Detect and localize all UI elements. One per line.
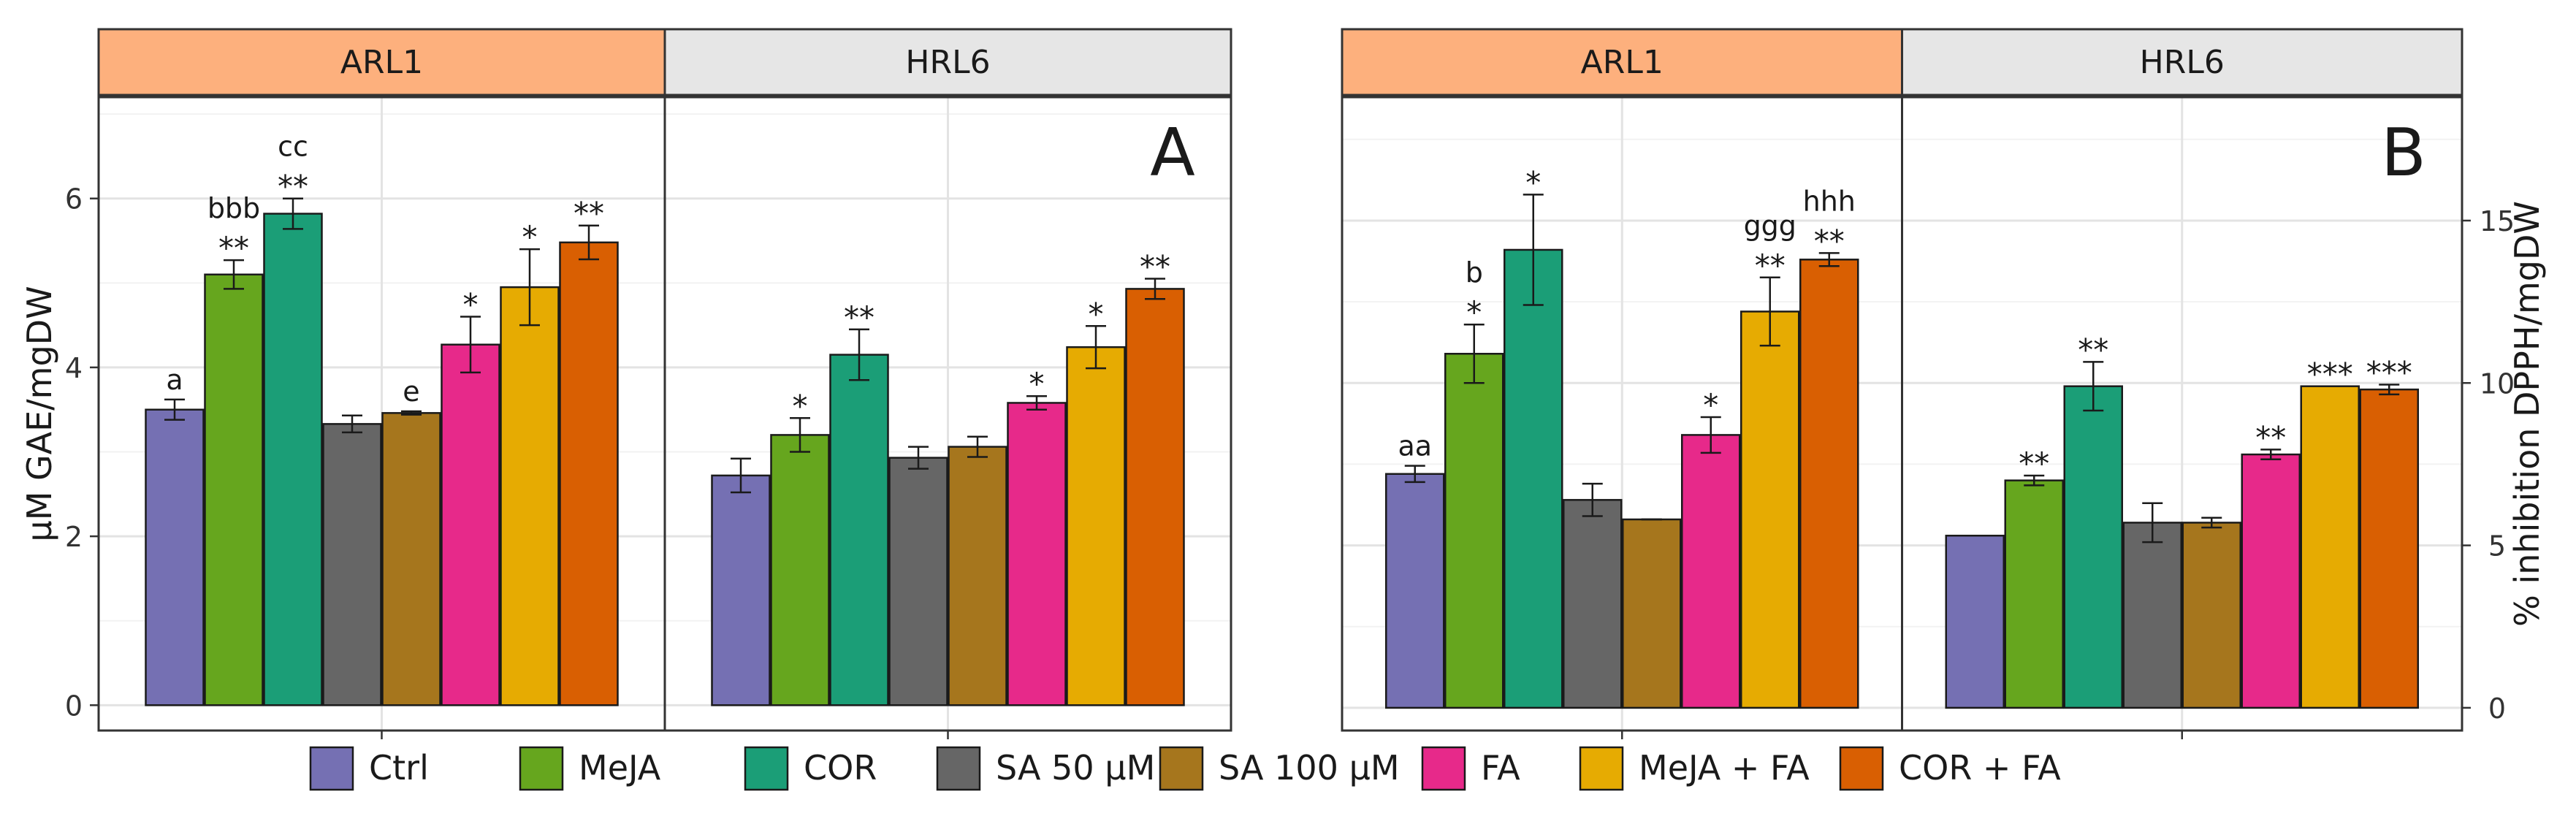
bar xyxy=(559,241,619,706)
significance-letter: hhh xyxy=(1803,185,1856,217)
facet-label-hrl6: HRL6 xyxy=(905,44,990,81)
significance-stars: * xyxy=(463,287,479,323)
bar xyxy=(1563,499,1623,709)
significance-stars: ** xyxy=(2019,446,2049,481)
legend-label: COR xyxy=(804,748,877,788)
bar xyxy=(2004,479,2064,709)
legend-label: FA xyxy=(1481,748,1520,788)
bar xyxy=(1799,259,1859,709)
legend-label: MeJA xyxy=(579,748,661,788)
significance-stars: ** xyxy=(1140,249,1170,285)
panel-label: B xyxy=(2381,115,2426,191)
y-tick-label: 6 xyxy=(65,183,83,216)
bar xyxy=(2300,385,2360,709)
significance-letter: bbb xyxy=(207,192,260,224)
bar xyxy=(1125,288,1185,706)
bar xyxy=(1504,248,1563,709)
facet-label-arl1: ARL1 xyxy=(1581,44,1664,81)
facet-label-arl1: ARL1 xyxy=(340,44,423,81)
significance-stars: ** xyxy=(1814,223,1845,259)
bar xyxy=(829,354,889,706)
significance-stars: * xyxy=(793,388,808,424)
bar xyxy=(2359,388,2419,709)
significance-stars: ** xyxy=(844,300,874,335)
bar xyxy=(1066,346,1126,706)
facet-label-hrl6: HRL6 xyxy=(2140,44,2225,81)
bar xyxy=(1945,534,2005,709)
legend-swatch xyxy=(1579,746,1624,791)
legend-label: SA 50 µM xyxy=(996,748,1155,788)
bar xyxy=(2241,453,2301,709)
significance-stars: ** xyxy=(2255,419,2286,455)
significance-letter: a xyxy=(166,364,183,396)
bar xyxy=(711,474,771,706)
bar xyxy=(770,434,830,706)
legend-swatch xyxy=(936,746,981,791)
legend-label: COR + FA xyxy=(1899,748,2061,788)
legend-swatch xyxy=(744,746,789,791)
bar xyxy=(500,286,560,706)
bar xyxy=(263,213,323,706)
significance-stars: ** xyxy=(573,196,604,232)
bar xyxy=(948,446,1007,706)
legend-swatch xyxy=(1159,746,1204,791)
bar xyxy=(1444,352,1504,709)
bar xyxy=(145,408,205,706)
legend-swatch xyxy=(1839,746,1884,791)
legend-swatch xyxy=(1421,746,1466,791)
bar xyxy=(1385,473,1445,709)
legend-label: SA 100 µM xyxy=(1219,748,1400,788)
facet-strip-hrl6 xyxy=(1901,28,2463,96)
y-tick-label: 4 xyxy=(65,352,83,384)
bar xyxy=(1681,434,1741,709)
bar xyxy=(204,273,264,706)
significance-letter: cc xyxy=(278,131,308,163)
significance-stars: *** xyxy=(2366,354,2412,390)
y-tick-label: 0 xyxy=(2488,693,2506,725)
significance-stars: * xyxy=(1089,296,1104,332)
legend-label: Ctrl xyxy=(369,748,429,788)
bar xyxy=(1622,518,1682,709)
facet-strip-arl1 xyxy=(97,28,666,96)
legend-swatch xyxy=(519,746,564,791)
significance-stars: ** xyxy=(1755,248,1786,283)
y-tick-label: 10 xyxy=(2480,367,2515,400)
bar xyxy=(2122,522,2182,709)
facet-strip-hrl6 xyxy=(663,28,1232,96)
significance-stars: * xyxy=(1703,387,1718,423)
y-tick-label: 0 xyxy=(65,690,83,722)
y-axis-label: µM GAE/mgDW xyxy=(20,286,59,541)
significance-stars: ** xyxy=(2078,332,2108,367)
bar xyxy=(322,423,382,706)
panel-label: A xyxy=(1150,115,1195,191)
y-tick-label: 5 xyxy=(2488,530,2506,563)
significance-stars: ** xyxy=(278,169,308,205)
bar xyxy=(888,457,948,706)
significance-stars: * xyxy=(522,219,538,255)
significance-letter: ggg xyxy=(1744,210,1796,242)
significance-stars: *** xyxy=(2307,356,2353,392)
significance-letter: e xyxy=(403,375,419,408)
legend-label: MeJA + FA xyxy=(1639,748,1810,788)
bar xyxy=(2063,385,2123,709)
significance-letter: aa xyxy=(1398,430,1432,462)
y-tick-label: 2 xyxy=(65,521,83,553)
bar xyxy=(441,343,500,706)
legend-swatch xyxy=(309,746,354,791)
significance-stars: ** xyxy=(218,230,249,266)
significance-stars: * xyxy=(1466,294,1482,330)
significance-letter: b xyxy=(1466,256,1483,289)
significance-stars: * xyxy=(1029,366,1045,402)
facet-strip-arl1 xyxy=(1341,28,1903,96)
bar xyxy=(1007,402,1067,706)
bar xyxy=(1740,310,1800,709)
y-tick-label: 15 xyxy=(2480,205,2515,237)
bar xyxy=(2181,522,2241,709)
significance-stars: * xyxy=(1525,164,1541,200)
bar xyxy=(381,412,441,706)
y-axis-label: % inhibition DPPH/mgDW xyxy=(2507,201,2547,627)
